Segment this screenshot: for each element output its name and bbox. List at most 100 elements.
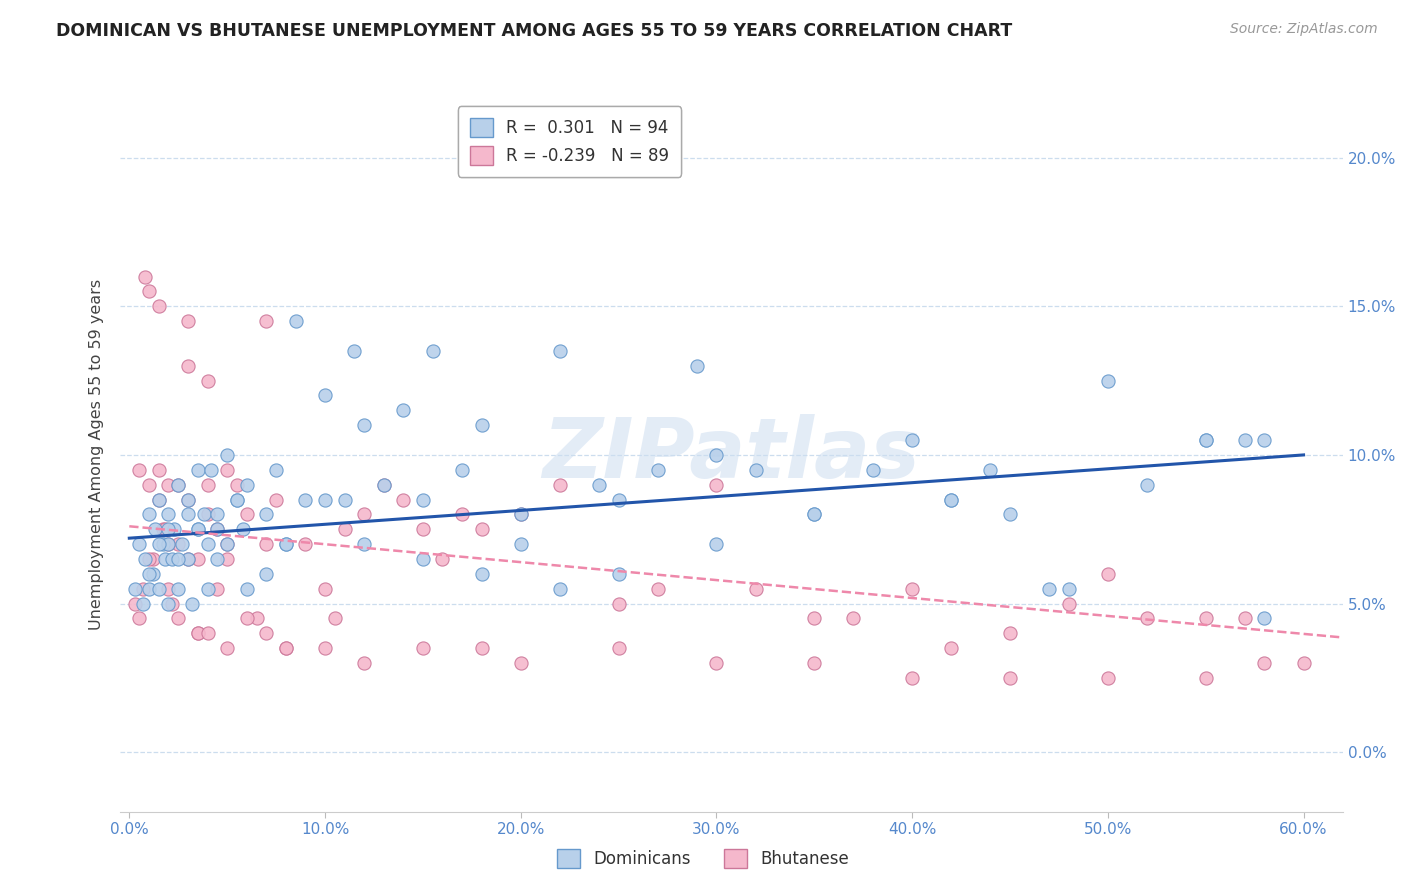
Point [235, 477, 257, 491]
Point [157, 582, 180, 596]
Point [1195, 671, 1218, 685]
Point [1195, 433, 1218, 447]
Point [392, 403, 415, 417]
Point [373, 477, 395, 491]
Point [193, 508, 215, 522]
Point [264, 463, 287, 477]
Point [200, 463, 222, 477]
Point [217, 537, 239, 551]
Point [451, 463, 474, 477]
Point [1292, 656, 1315, 670]
Point [548, 343, 571, 358]
Point [274, 641, 297, 656]
Point [264, 492, 287, 507]
Point [1195, 433, 1218, 447]
Point [254, 537, 277, 551]
Point [471, 418, 494, 433]
Point [744, 582, 766, 596]
Point [207, 522, 229, 536]
Point [706, 448, 728, 462]
Point [138, 508, 160, 522]
Point [412, 492, 434, 507]
Point [979, 463, 1001, 477]
Point [509, 508, 531, 522]
Point [803, 611, 825, 625]
Point [686, 359, 709, 373]
Point [294, 537, 316, 551]
Point [138, 582, 160, 596]
Point [197, 477, 219, 491]
Point [148, 492, 170, 507]
Point [1253, 433, 1275, 447]
Point [412, 552, 434, 566]
Point [284, 314, 307, 328]
Point [314, 641, 336, 656]
Point [1097, 566, 1119, 581]
Point [373, 477, 395, 491]
Point [157, 537, 180, 551]
Text: Source: ZipAtlas.com: Source: ZipAtlas.com [1230, 22, 1378, 37]
Point [706, 656, 728, 670]
Point [142, 566, 165, 581]
Point [226, 492, 249, 507]
Point [172, 537, 194, 551]
Point [432, 552, 454, 566]
Point [162, 552, 184, 566]
Point [177, 492, 200, 507]
Point [607, 566, 630, 581]
Point [177, 492, 200, 507]
Point [217, 537, 239, 551]
Point [226, 492, 249, 507]
Point [235, 508, 257, 522]
Point [217, 641, 239, 656]
Point [124, 582, 146, 596]
Point [177, 314, 200, 328]
Point [197, 374, 219, 388]
Point [254, 508, 277, 522]
Point [941, 492, 963, 507]
Point [163, 522, 186, 536]
Point [148, 463, 170, 477]
Point [998, 508, 1021, 522]
Point [153, 522, 176, 536]
Point [134, 552, 156, 566]
Point [1097, 671, 1119, 685]
Legend: Dominicans, Bhutanese: Dominicans, Bhutanese [550, 842, 856, 875]
Point [157, 522, 180, 536]
Point [197, 626, 219, 640]
Point [138, 285, 160, 299]
Point [128, 537, 150, 551]
Point [197, 537, 219, 551]
Point [901, 671, 924, 685]
Point [187, 522, 209, 536]
Point [207, 552, 229, 566]
Point [998, 626, 1021, 640]
Point [353, 656, 375, 670]
Point [509, 508, 531, 522]
Point [128, 463, 150, 477]
Point [862, 463, 884, 477]
Point [245, 611, 267, 625]
Point [157, 508, 180, 522]
Point [314, 492, 336, 507]
Point [1253, 656, 1275, 670]
Point [509, 656, 531, 670]
Point [647, 582, 669, 596]
Legend: R =  0.301   N = 94, R = -0.239   N = 89: R = 0.301 N = 94, R = -0.239 N = 89 [458, 106, 681, 177]
Point [148, 299, 170, 313]
Point [314, 582, 336, 596]
Point [842, 611, 865, 625]
Point [941, 492, 963, 507]
Point [232, 522, 254, 536]
Point [167, 552, 190, 566]
Point [187, 552, 209, 566]
Point [254, 566, 277, 581]
Point [132, 582, 155, 596]
Point [451, 508, 474, 522]
Point [138, 552, 160, 566]
Point [706, 477, 728, 491]
Point [274, 537, 297, 551]
Point [187, 626, 209, 640]
Point [901, 582, 924, 596]
Point [647, 463, 669, 477]
